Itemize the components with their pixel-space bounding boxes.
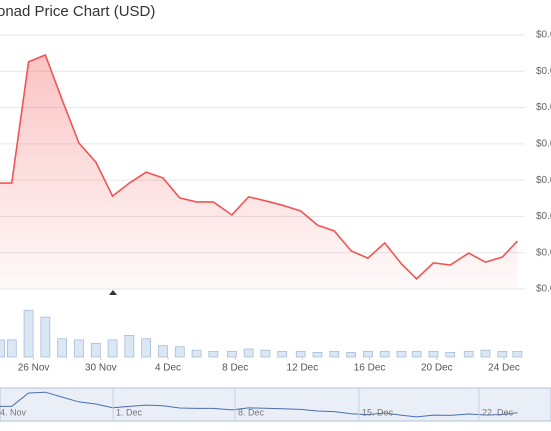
volume-bar	[480, 349, 491, 358]
price-line	[0, 53, 519, 280]
chart-title: onad Price Chart (USD)	[0, 3, 155, 20]
y-tick-label: $0.0	[536, 247, 551, 258]
x-tick-label: 4 Dec	[155, 363, 181, 374]
volume-bar	[40, 316, 51, 358]
marker	[109, 290, 117, 295]
volume-bar	[74, 339, 84, 358]
x-tick-label: 30 Nov	[85, 363, 117, 374]
volume-bar	[141, 338, 152, 358]
volume-bar	[428, 350, 439, 358]
volume-bar	[497, 350, 508, 358]
x-tick-label: 12 Dec	[287, 363, 319, 374]
volume-bar	[57, 338, 68, 358]
volume-bar	[191, 349, 202, 358]
volume-bar	[277, 350, 288, 358]
volume-bar	[363, 350, 373, 358]
volume-bar	[174, 346, 185, 358]
navigator-label: 22. Dec	[482, 407, 514, 417]
navigator-label: 4. Nov	[0, 407, 27, 417]
volume-bar	[411, 350, 422, 358]
y-tick-label: $0.0	[536, 138, 551, 149]
x-tick-label: 8 Dec	[222, 363, 248, 374]
volume-bar	[512, 350, 523, 358]
volume-bar	[463, 350, 474, 358]
navigator-label: 15. Dec	[362, 407, 394, 417]
y-tick-label: $0.0	[536, 30, 551, 41]
area	[0, 54, 518, 290]
volume-bar	[329, 350, 340, 358]
navigator-label: 1. Dec	[116, 407, 143, 417]
volume-bar	[158, 345, 168, 358]
volume-bar	[243, 348, 254, 358]
volume-bar	[346, 352, 356, 358]
y-tick-label: $0.0	[536, 66, 551, 77]
volume-bar	[208, 350, 219, 358]
y-tick-label: $0.0	[536, 211, 551, 222]
navigator	[0, 387, 551, 422]
volume-bar	[124, 334, 135, 358]
volume-bar	[107, 339, 118, 358]
y-tick-label: $0.0	[536, 102, 551, 113]
volume-bar	[379, 350, 390, 358]
volume-bar	[445, 352, 456, 358]
navigator-line	[0, 391, 518, 418]
x-tick-label: 24 Dec	[488, 363, 520, 374]
y-tick-label: $0.0	[536, 175, 551, 186]
volume-bar	[226, 350, 237, 358]
volume-bar	[295, 350, 306, 358]
volume-bar	[0, 339, 5, 358]
volume-bar	[23, 309, 34, 358]
x-tick-label: 16 Dec	[354, 363, 386, 374]
y-tick-label: $0.0	[536, 284, 551, 295]
volume-bar	[260, 349, 271, 358]
volume-bar	[312, 352, 323, 358]
volume-bar	[6, 339, 17, 358]
navigator-label: 8. Dec	[238, 407, 265, 417]
volume-bar	[396, 350, 407, 358]
x-tick-label: 26 Nov	[18, 363, 50, 374]
x-tick-label: 20 Dec	[421, 363, 453, 374]
volume-bar	[90, 342, 101, 358]
